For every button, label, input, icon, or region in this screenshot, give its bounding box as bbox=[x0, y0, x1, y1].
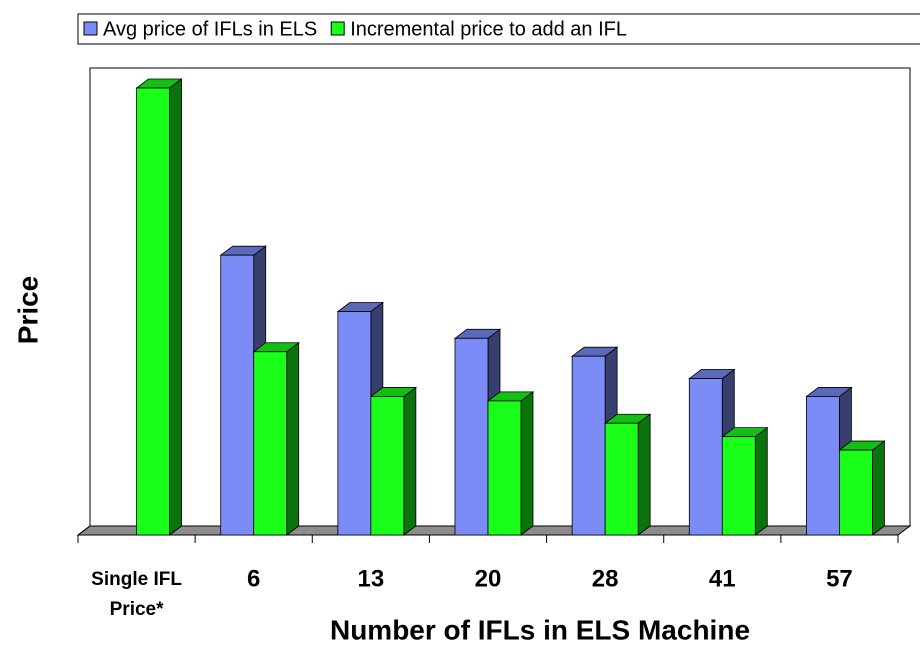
bar-side bbox=[637, 413, 651, 536]
bar-front bbox=[688, 378, 723, 536]
bar-front bbox=[370, 396, 405, 536]
bar-side bbox=[403, 386, 417, 536]
bar-front bbox=[839, 449, 873, 536]
bar-side bbox=[520, 391, 534, 536]
legend-swatch bbox=[330, 21, 345, 36]
y-axis-title: Price bbox=[12, 276, 43, 345]
bar-side bbox=[872, 440, 885, 536]
legend-label: Incremental price to add an IFL bbox=[350, 18, 627, 40]
x-axis-title: Number of IFLs in ELS Machine bbox=[330, 614, 750, 645]
bar bbox=[135, 78, 183, 536]
bar bbox=[486, 391, 535, 536]
legend-box bbox=[77, 13, 920, 45]
x-tick-label: 57 bbox=[826, 565, 853, 592]
legend: Avg price of IFLs in ELS Incremental pric… bbox=[77, 13, 920, 45]
bar-front bbox=[253, 351, 288, 536]
legend-label: Avg price of IFLs in ELS bbox=[103, 18, 317, 40]
bar-side bbox=[169, 78, 182, 536]
bar bbox=[721, 426, 769, 536]
y-axis-edge bbox=[77, 525, 91, 536]
x-tick-label: 6 bbox=[247, 565, 260, 592]
legend-swatch bbox=[83, 21, 98, 36]
bar-front bbox=[136, 87, 170, 536]
x-tick-label: 13 bbox=[358, 565, 385, 592]
x-tick-label: 41 bbox=[709, 565, 736, 592]
bar-front bbox=[220, 254, 255, 536]
bar bbox=[252, 341, 300, 536]
x-tick-label: 20 bbox=[475, 565, 502, 592]
bar-side bbox=[754, 426, 768, 536]
bar-front bbox=[806, 396, 840, 536]
bar bbox=[838, 440, 886, 536]
x-tick-label: Single IFL Price* bbox=[91, 569, 182, 620]
bar-front bbox=[571, 355, 606, 536]
bar bbox=[369, 386, 418, 536]
bar-front bbox=[337, 311, 372, 536]
bar-side bbox=[286, 341, 300, 536]
x-tick-label: 28 bbox=[592, 565, 619, 592]
bar bbox=[603, 413, 652, 536]
bar-front bbox=[721, 436, 756, 536]
bar-front bbox=[454, 337, 489, 536]
bar-front bbox=[604, 422, 639, 536]
bar-front bbox=[487, 400, 522, 536]
